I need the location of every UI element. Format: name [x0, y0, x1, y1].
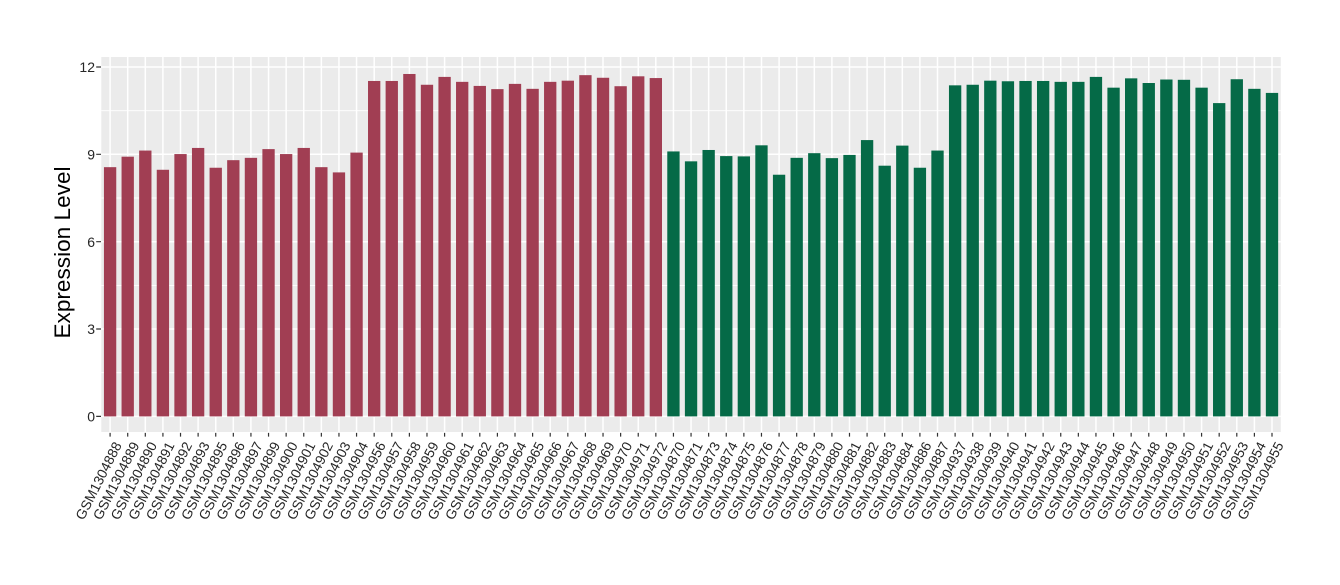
svg-text:3: 3	[87, 321, 95, 337]
svg-text:12: 12	[79, 59, 95, 75]
svg-text:6: 6	[87, 234, 95, 250]
svg-text:Expression Level: Expression Level	[50, 166, 75, 338]
svg-text:9: 9	[87, 147, 95, 163]
svg-text:0: 0	[87, 409, 95, 425]
